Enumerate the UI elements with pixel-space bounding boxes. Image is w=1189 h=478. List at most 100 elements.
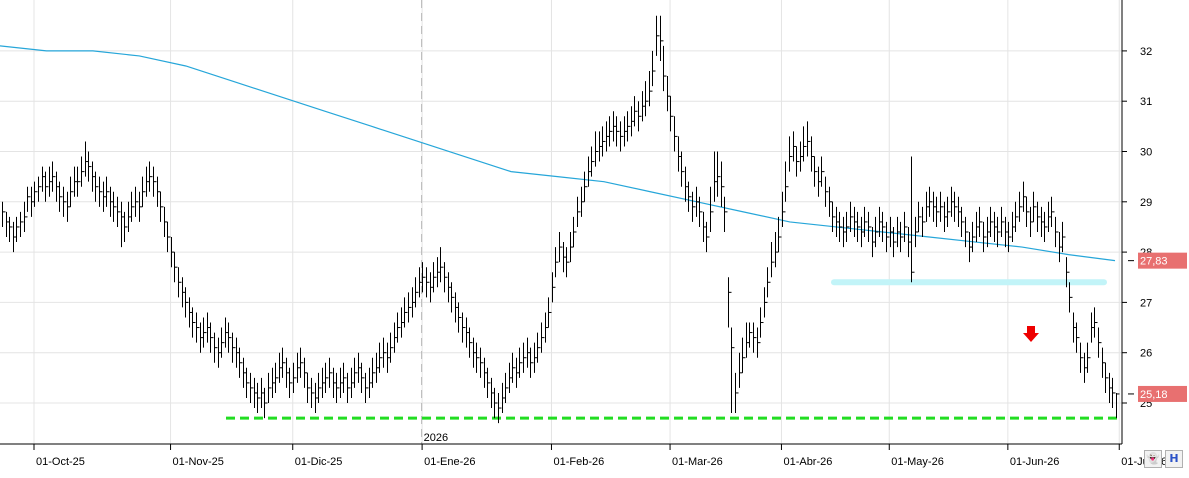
ohlc-bar [1076,322,1080,353]
ohlc-bar [210,322,214,353]
ohlc-bar [1019,191,1023,222]
ohlc-bar [785,161,789,202]
ohlc-bar [670,96,674,132]
ohlc-bar [275,362,279,393]
moving-average-line [0,45,1116,262]
ohlc-bar [1051,196,1055,227]
ohlc-bar [814,156,818,187]
ohlc-bar [961,206,965,238]
ohlc-bar [268,372,272,403]
ohlc-bar [742,337,746,373]
ohlc-bar [228,322,232,353]
price-tag [1138,385,1187,402]
ohlc-bar [307,372,311,403]
x-tick-label: 01-May-26 [891,456,944,468]
ohlc-bar [318,372,322,403]
ohlc-bar [135,186,139,217]
ohlc-bar [512,352,516,383]
ohlc-bar [706,221,710,253]
ohlc-bar [160,191,164,222]
ohlc-bar [839,211,843,243]
ohlc-bar [634,96,638,127]
ohlc-bar [656,15,660,56]
ohlc-bar [214,332,218,363]
ohlc-bar [663,45,667,92]
ohlc-bar [27,186,31,212]
moving-average-layer [0,45,1116,262]
ohlc-bar [584,171,588,202]
ohlc-bar [552,272,556,303]
ohlc-bar [922,206,926,238]
ohlc-bar [753,322,757,353]
ohlc-bar [476,342,480,373]
ohlc-bar [52,161,56,192]
ohlc-bar [519,347,523,378]
ohlc-bar [886,221,890,253]
ohlc-bar [929,186,933,217]
ohlc-bar [1105,362,1109,393]
ohlc-bar [972,221,976,253]
ohlc-bar [1026,196,1030,227]
ohlc-bar [782,191,786,227]
ohlc-bar [796,146,800,177]
ohlc-bar [59,181,63,212]
price-tag [1138,252,1187,269]
ohlc-bar [1116,392,1120,419]
ohlc-bar [354,357,358,388]
ohlc-bar [221,327,225,358]
ohlc-bar [645,81,649,117]
ohlc-bar [203,317,207,348]
ohlc-bar [469,327,473,358]
ghost-icon[interactable]: 👻 [1144,450,1162,468]
x-tick-label: 01-Abr-26 [783,456,832,468]
ohlc-bar [81,156,85,187]
year-marker-label: 2026 [424,432,448,444]
ohlc-bar [660,15,664,61]
ohlc-bar [498,392,502,424]
ohlc-bar [1037,201,1041,232]
ohlc-bar [832,201,836,232]
ohlc-bar [688,181,692,212]
ohlc-bar [462,312,466,343]
ohlc-bar [246,367,250,398]
x-tick-label: 01-Jun-26 [1010,456,1060,468]
ohlc-bar [451,282,455,313]
ohlc-bar [185,287,189,318]
save-icon[interactable]: H [1165,450,1183,468]
ohlc-bar [1098,327,1102,358]
ohlc-bar [573,216,577,248]
ohlc-bar [153,166,157,197]
ohlc-bar [365,372,369,403]
ohlc-bar [20,211,24,238]
ohlc-bar [595,131,599,167]
ohlc-bar [1044,211,1048,243]
y-tick-label: 29 [1140,197,1152,209]
ohlc-bar [34,181,38,207]
ohlc-bar [850,201,854,232]
ohlc-bar [990,206,994,238]
ohlc-bar [731,327,735,414]
ohlc-bar [699,196,703,227]
ohlc-bar [149,161,153,192]
x-tick-label: 01-Feb-26 [553,456,604,468]
ohlc-bar [721,161,725,207]
ohlc-bar [947,196,951,227]
ohlc-bar [1080,342,1084,373]
ohlc-bar [1066,257,1070,288]
ohlc-bar [63,186,67,217]
ohlc-bar [264,387,268,419]
ohlc-bar [361,362,365,393]
y-tick-label: 26 [1140,348,1152,360]
ohlc-bar [88,151,92,182]
ohlc-bar [555,247,559,278]
ohlc-bar [1055,216,1059,248]
ohlc-bar [300,347,304,378]
ohlc-bar [882,211,886,243]
ohlc-bar [724,196,728,232]
down-arrow-icon [1023,326,1039,342]
ohlc-bar [537,332,541,363]
ohlc-bar [408,292,412,323]
ohlc-bar [282,347,286,378]
ohlc-bar [24,201,28,232]
